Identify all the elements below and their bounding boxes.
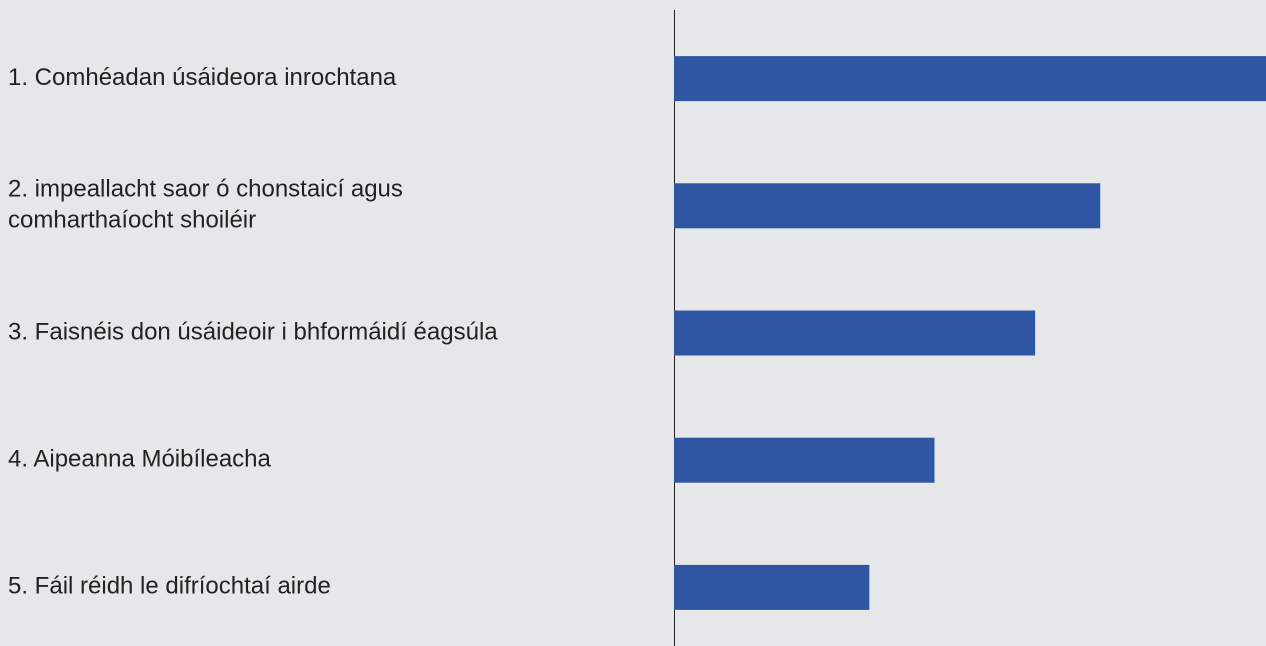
bar: [674, 310, 1036, 356]
bar: [674, 437, 935, 483]
category-label: 2. impeallacht saor ó chonstaicí agus com…: [8, 176, 403, 234]
category-label: 1. Comhéadan úsáideora inrochtana: [8, 64, 397, 91]
category-label: 3. Faisnéis don úsáideoir i bhformáidí é…: [8, 318, 498, 345]
category-label: 5. Fáil réidh le difríochtaí airde: [8, 573, 331, 600]
bar: [674, 56, 1266, 102]
category-label: 4. Aipeanna Móibíleacha: [8, 446, 272, 473]
bar: [674, 564, 870, 610]
bar: [674, 183, 1101, 229]
